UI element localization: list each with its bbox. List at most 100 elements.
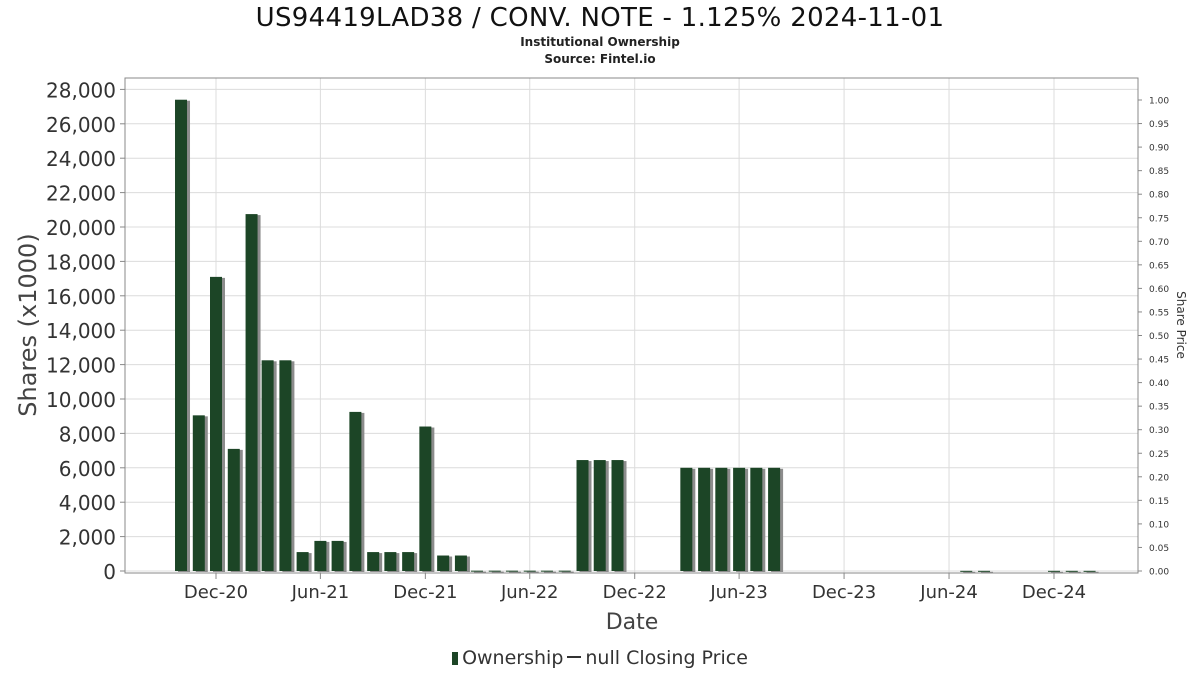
y2-tick-label: 0.35 (1149, 403, 1169, 413)
bar-shadow (473, 571, 486, 573)
ownership-bar (314, 540, 327, 571)
y2-tick-label: 0.05 (1149, 544, 1169, 554)
y2-tick-label: 0.65 (1149, 261, 1169, 271)
ownership-bar (698, 467, 711, 571)
x-tick-label: Jun-23 (709, 582, 768, 603)
x-tick-label: Dec-23 (812, 582, 876, 603)
bar-shadow (1068, 571, 1081, 573)
y2-tick-label: 0.00 (1149, 568, 1169, 578)
ownership-bar (210, 276, 222, 571)
ownership-bar (367, 552, 380, 571)
ownership-bar (384, 552, 397, 571)
y2-tick-label: 0.90 (1149, 144, 1169, 154)
ownership-bar (593, 460, 606, 571)
y-tick-label: 20,000 (46, 216, 116, 240)
y-tick-label: 14,000 (46, 319, 116, 343)
y2-tick-label: 0.25 (1149, 450, 1169, 460)
y-axis: 0 2,000 4,000 6,000 8,000 10,000 12,000 14,000 1… (46, 78, 125, 584)
y2-tick-label: 1.00 (1149, 97, 1169, 107)
y-tick-label: 28,000 (46, 78, 116, 102)
ownership-bar (715, 467, 728, 571)
bar-shadow (963, 571, 976, 573)
y2-tick-label: 0.10 (1149, 520, 1169, 530)
legend: Ownership null Closing Price (0, 647, 1200, 669)
y-tick-label: 16,000 (46, 285, 116, 309)
y-tick-label: 22,000 (46, 182, 116, 206)
ownership-bar (1048, 570, 1060, 572)
y-tick-label: 8,000 (59, 422, 116, 446)
price-legend-line (567, 656, 582, 658)
ownership-bar (576, 460, 589, 571)
ownership-bar (978, 570, 991, 572)
y-tick-label: 26,000 (46, 113, 116, 137)
y2-axis-label: Share Price (1174, 291, 1188, 359)
y2-tick-label: 0.20 (1149, 473, 1169, 483)
ownership-bar (437, 555, 450, 571)
y-tick-label: 4,000 (59, 491, 116, 515)
grid-lines (125, 78, 1138, 573)
y-tick-label: 0 (103, 560, 116, 584)
bar-shadow (543, 571, 556, 573)
y2-tick-label: 0.40 (1149, 379, 1169, 389)
x-tick-label: Dec-21 (393, 582, 457, 603)
y2-tick-label: 0.50 (1149, 332, 1169, 342)
bar-shadow (561, 571, 574, 573)
bar-shadow (1051, 571, 1063, 573)
plot-frame (124, 77, 1139, 574)
ownership-bar (349, 411, 362, 571)
ownership-bar (523, 570, 536, 572)
ownership-bar (261, 360, 274, 571)
ownership-bar (488, 570, 501, 572)
chart-title: US94419LAD38 / CONV. NOTE - 1.125% 2024-… (255, 3, 945, 33)
y2-tick-label: 0.45 (1149, 356, 1169, 366)
y-tick-label: 6,000 (59, 457, 116, 481)
x-tick-label: Dec-22 (603, 582, 667, 603)
ownership-bar (419, 426, 432, 571)
chart-source: Source: Fintel.io (544, 52, 656, 66)
x-tick-label: Jun-21 (291, 582, 350, 603)
ownership-bar (611, 460, 624, 571)
bar-shadow (491, 571, 504, 573)
y-axis-label: Shares (x1000) (14, 233, 42, 416)
x-tick-label: Dec-20 (184, 582, 248, 603)
ownership-bar (402, 552, 415, 571)
ownership-bar (558, 570, 571, 572)
y-tick-label: 10,000 (46, 388, 116, 412)
ownership-bar (192, 415, 205, 571)
y2-tick-label: 0.80 (1149, 191, 1169, 201)
y2-tick-label: 0.70 (1149, 238, 1169, 248)
chart-subtitle: Institutional Ownership (520, 35, 680, 49)
ownership-bar (768, 467, 781, 571)
y2-tick-label: 0.95 (1149, 120, 1169, 130)
ownership-bar (470, 570, 483, 572)
ownership-bar (505, 570, 518, 572)
y-tick-label: 18,000 (46, 250, 116, 274)
bar-shadow (981, 571, 994, 573)
y-tick-label: 12,000 (46, 354, 116, 378)
ownership-bar (245, 214, 258, 571)
y2-tick-label: 0.85 (1149, 167, 1169, 177)
y2-tick-label: 0.30 (1149, 426, 1169, 436)
ownership-bar (279, 360, 292, 571)
bar-shadow (1086, 571, 1099, 573)
ownership-bar (1065, 570, 1078, 572)
y2-axis: 0.00 0.05 0.10 0.15 0.20 0.25 0.30 0.35 0.40 0.45… (1138, 97, 1169, 578)
x-axis-label: Date (606, 610, 659, 635)
ownership-legend-swatch (452, 652, 459, 665)
x-tick-label: Dec-24 (1022, 582, 1086, 603)
y2-tick-label: 0.15 (1149, 497, 1169, 507)
x-tick-label: Jun-22 (500, 582, 559, 603)
y-tick-label: 24,000 (46, 147, 116, 171)
ownership-bar (331, 540, 344, 571)
ownership-bar (1083, 570, 1096, 572)
x-axis: Dec-20 Jun-21 Dec-21 Jun-22 Dec-22 Jun-23 Dec-… (184, 573, 1086, 603)
ownership-bar (454, 555, 467, 571)
x-tick-label: Jun-24 (919, 582, 978, 603)
ownership-bar (540, 570, 553, 572)
ownership-bar (680, 467, 693, 571)
ownership-bar (296, 552, 309, 571)
y-tick-label: 2,000 (59, 526, 116, 550)
y2-tick-label: 0.75 (1149, 214, 1169, 224)
ownership-bar (960, 570, 973, 572)
